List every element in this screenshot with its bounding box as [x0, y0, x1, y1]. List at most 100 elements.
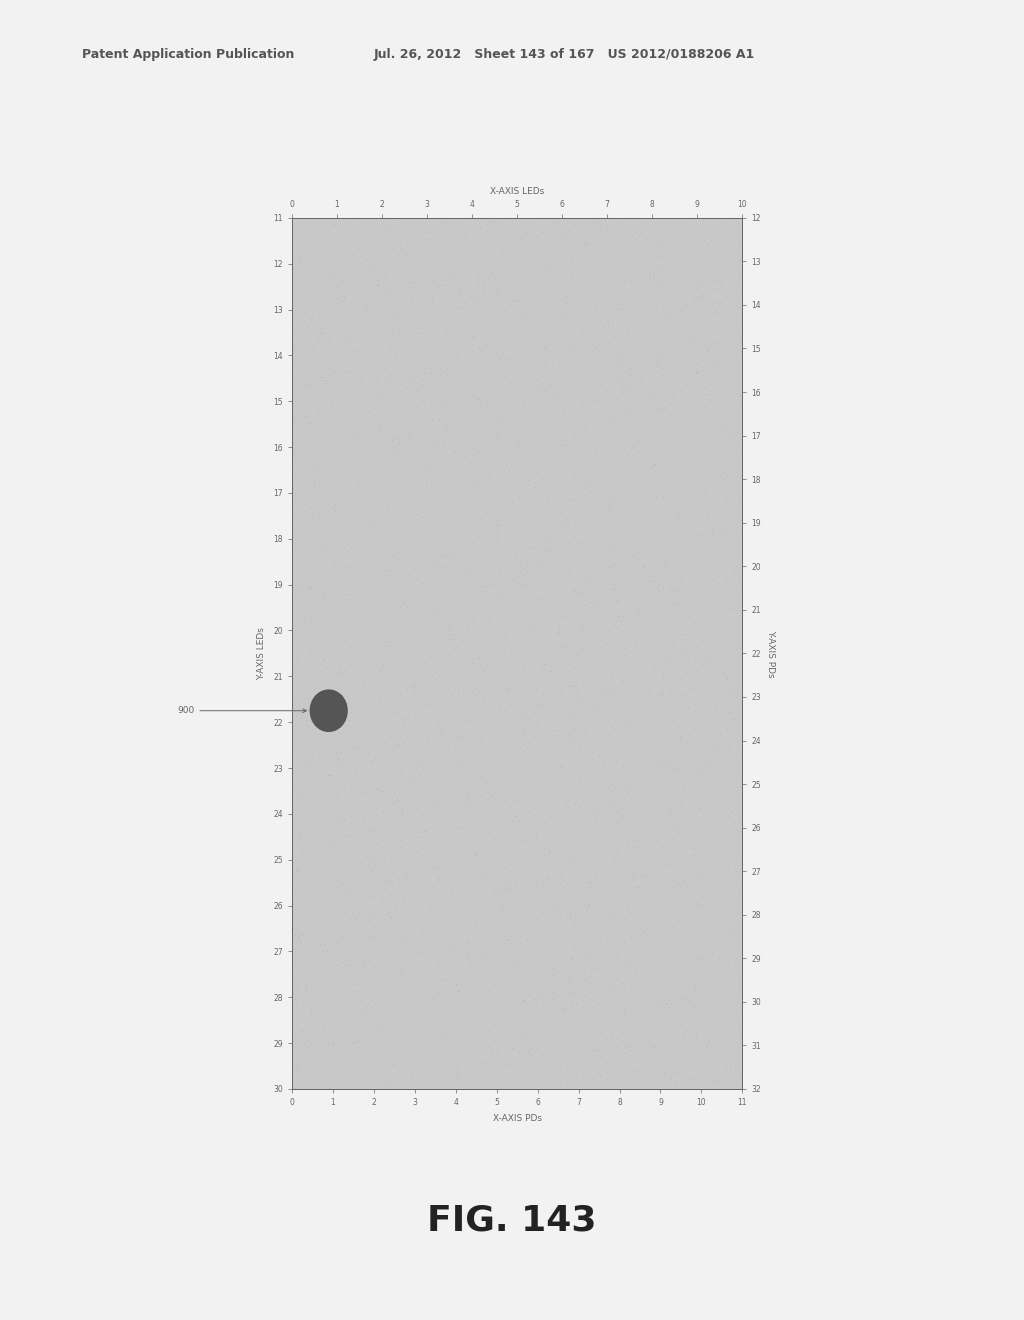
- Point: [655, 966, 672, 987]
- Point: [300, 968, 316, 989]
- Point: [715, 228, 731, 249]
- Point: [506, 622, 522, 643]
- Point: [644, 569, 660, 590]
- Point: [291, 667, 307, 688]
- Point: [689, 454, 706, 475]
- Point: [688, 579, 705, 601]
- Point: [377, 942, 393, 964]
- Point: [458, 591, 474, 612]
- Point: [356, 796, 373, 817]
- Point: [389, 644, 406, 665]
- Point: [729, 861, 745, 882]
- Point: [330, 219, 346, 240]
- Point: [355, 672, 372, 693]
- Point: [460, 248, 476, 269]
- Point: [698, 454, 715, 475]
- Point: [625, 830, 641, 851]
- Point: [410, 277, 426, 298]
- Point: [341, 701, 357, 722]
- Point: [514, 722, 530, 743]
- Point: [294, 1069, 310, 1090]
- Point: [600, 826, 616, 847]
- Point: [632, 837, 648, 858]
- Point: [432, 282, 449, 304]
- Point: [523, 213, 540, 234]
- Point: [718, 880, 734, 902]
- Point: [726, 647, 742, 668]
- Point: [715, 500, 731, 521]
- Point: [643, 335, 659, 356]
- Point: [559, 480, 575, 502]
- Point: [524, 395, 541, 416]
- Point: [609, 533, 626, 554]
- Point: [384, 239, 400, 260]
- Point: [730, 940, 746, 961]
- Point: [695, 742, 712, 763]
- Point: [507, 243, 523, 264]
- Point: [580, 583, 596, 605]
- Point: [546, 799, 562, 820]
- Point: [504, 585, 520, 606]
- Point: [561, 339, 578, 360]
- Point: [667, 944, 683, 965]
- Point: [401, 787, 418, 808]
- Point: [680, 861, 696, 882]
- Point: [603, 479, 620, 500]
- Point: [543, 374, 559, 395]
- Point: [426, 1003, 442, 1024]
- Point: [450, 453, 466, 474]
- Point: [485, 711, 502, 733]
- Point: [509, 441, 525, 462]
- Point: [356, 527, 373, 548]
- Point: [421, 234, 437, 255]
- Point: [471, 808, 487, 829]
- Point: [515, 965, 531, 986]
- Point: [536, 1067, 552, 1088]
- Point: [607, 597, 624, 618]
- Point: [397, 966, 414, 987]
- Point: [595, 447, 611, 469]
- Point: [289, 1034, 305, 1055]
- Point: [413, 755, 429, 776]
- Point: [426, 775, 442, 796]
- Point: [596, 668, 612, 689]
- Point: [394, 760, 411, 781]
- Point: [291, 649, 307, 671]
- Point: [384, 880, 400, 902]
- Point: [309, 508, 326, 529]
- Point: [378, 558, 394, 579]
- Point: [733, 285, 750, 306]
- Point: [564, 968, 581, 989]
- Point: [558, 664, 574, 685]
- Point: [608, 1034, 625, 1055]
- Point: [690, 243, 707, 264]
- Point: [402, 763, 419, 784]
- Point: [654, 849, 671, 870]
- Point: [433, 602, 450, 623]
- Point: [537, 379, 553, 400]
- Point: [697, 606, 714, 627]
- Point: [614, 343, 631, 364]
- Point: [581, 319, 597, 341]
- Point: [702, 230, 719, 251]
- Point: [651, 857, 668, 878]
- Point: [710, 405, 726, 426]
- Point: [607, 337, 624, 358]
- Point: [485, 706, 502, 727]
- Point: [286, 810, 302, 832]
- Point: [381, 785, 397, 807]
- Point: [581, 671, 597, 692]
- Point: [482, 730, 499, 751]
- Point: [711, 252, 727, 273]
- Point: [454, 817, 470, 838]
- Point: [681, 416, 697, 437]
- Point: [477, 655, 494, 676]
- Point: [425, 587, 441, 609]
- Point: [433, 623, 450, 644]
- Point: [361, 477, 378, 498]
- Point: [482, 619, 499, 640]
- Point: [493, 503, 509, 524]
- Point: [642, 467, 658, 488]
- Point: [292, 1045, 308, 1067]
- Point: [679, 562, 695, 583]
